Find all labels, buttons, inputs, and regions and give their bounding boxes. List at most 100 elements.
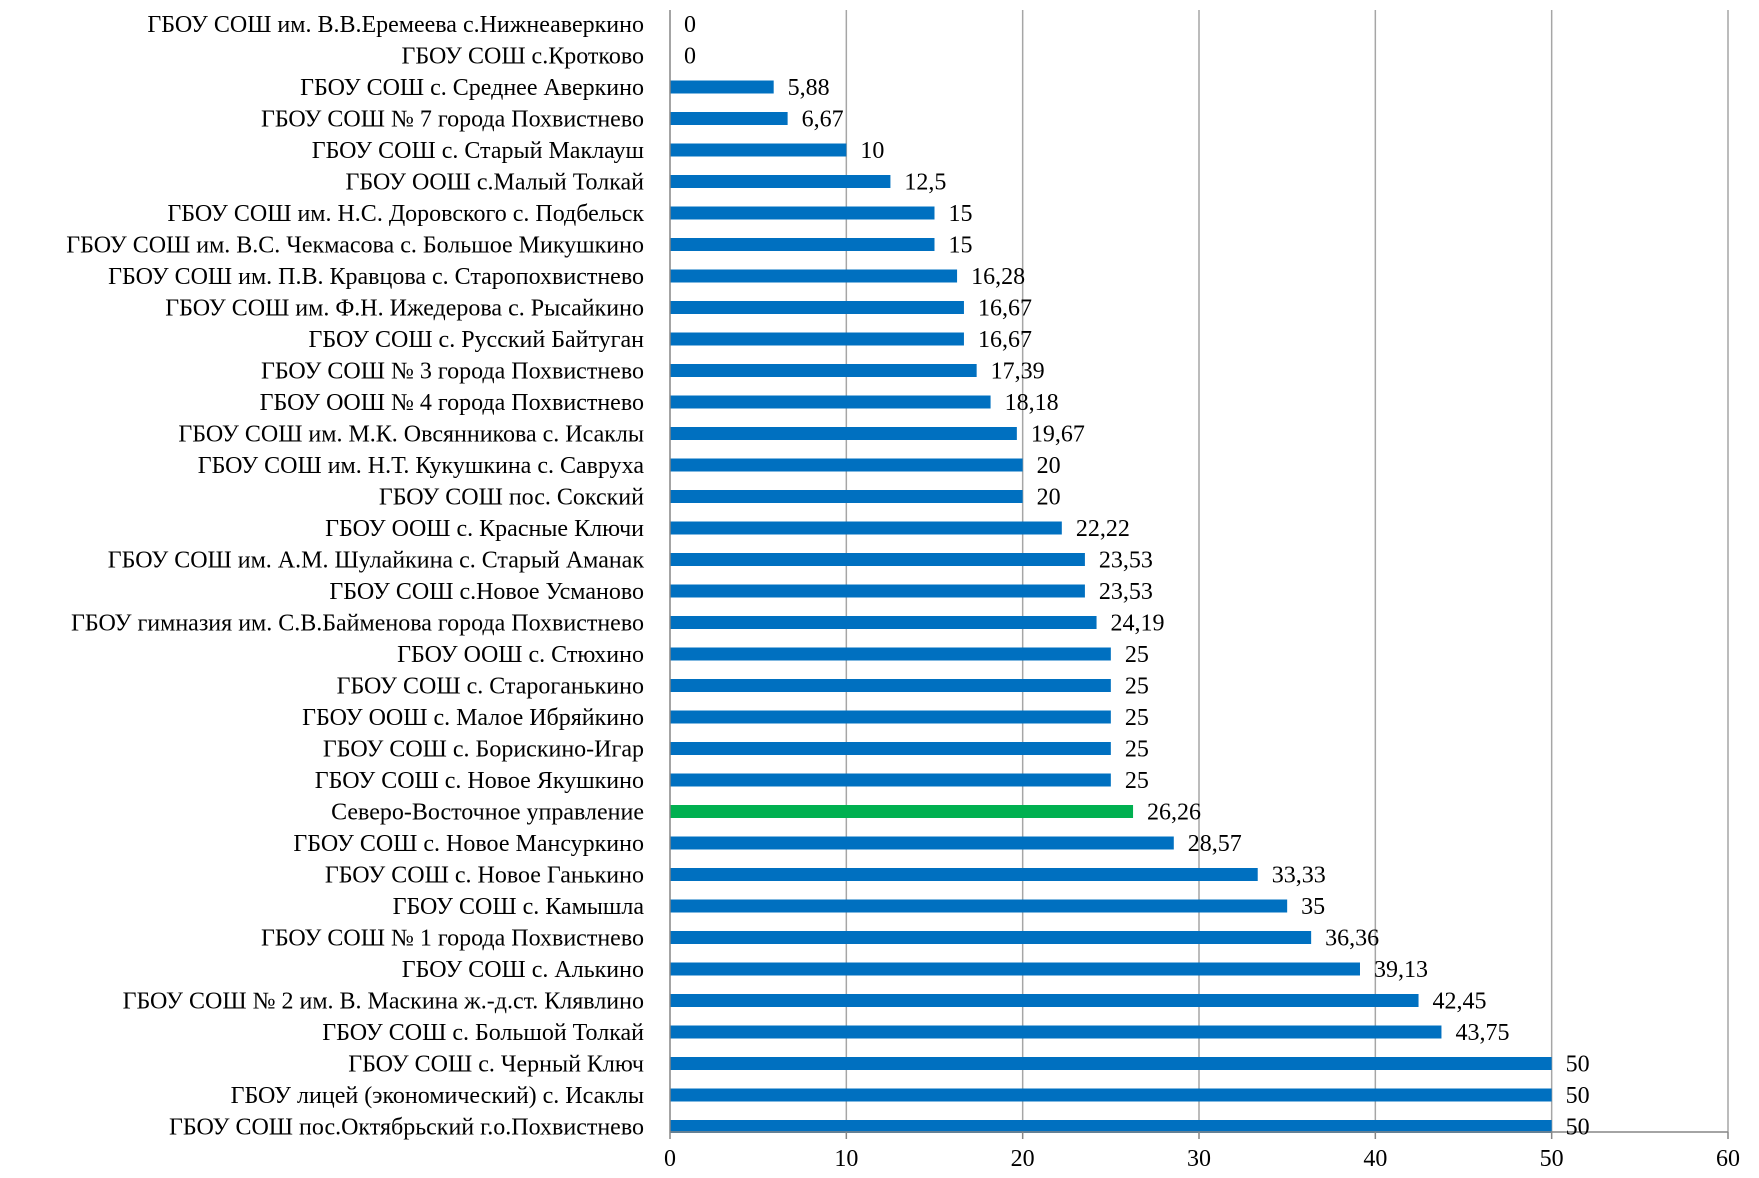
bar-highlight [670, 805, 1134, 818]
value-label: 0 [684, 44, 696, 70]
category-label: ГБОУ СОШ им. М.К. Овсянникова с. Исаклы [178, 422, 644, 448]
bar [670, 931, 1312, 944]
bar [670, 868, 1258, 881]
bar [670, 490, 1023, 503]
category-label: ГБОУ гимназия им. С.В.Байменова города П… [71, 611, 644, 637]
value-label: 20 [1037, 453, 1061, 479]
bar [670, 584, 1085, 598]
category-label: ГБОУ СОШ им. В.В.Еремеева с.Нижнеаверкин… [147, 12, 644, 38]
x-tick-label: 20 [1011, 1146, 1035, 1172]
category-label: ГБОУ СОШ с. Староганькино [337, 674, 644, 700]
category-label: ГБОУ СОШ с. Большой Толкай [322, 1020, 644, 1046]
category-label: ГБОУ СОШ с. Алькино [402, 957, 644, 983]
category-label: ГБОУ СОШ им. А.М. Шулайкина с. Старый Ам… [108, 548, 645, 574]
category-label: ГБОУ ООШ с. Красные Ключи [325, 516, 644, 542]
value-label: 25 [1125, 674, 1149, 700]
value-label: 18,18 [1005, 390, 1059, 416]
value-label: 12,5 [904, 170, 946, 196]
value-label: 10 [860, 138, 884, 164]
bar [670, 742, 1111, 755]
category-label: ГБОУ СОШ с. Новое Якушкино [315, 768, 644, 794]
bar [670, 1025, 1442, 1039]
value-label: 19,67 [1031, 422, 1085, 448]
bar [670, 301, 964, 314]
category-label: ГБОУ СОШ № 3 города Похвистнево [261, 359, 644, 385]
value-label: 23,53 [1099, 579, 1153, 605]
grid-layer [845, 10, 1729, 1132]
category-label: ГБОУ СОШ с.Новое Усманово [329, 579, 644, 605]
bar [670, 1088, 1552, 1102]
category-label: ГБОУ СОШ с. Новое Ганькино [325, 863, 644, 889]
bar [670, 395, 991, 409]
value-label: 25 [1125, 737, 1149, 763]
value-label: 36,36 [1325, 926, 1379, 952]
value-label: 6,67 [802, 107, 844, 133]
category-label: ГБОУ СОШ № 1 города Похвистнево [261, 926, 644, 952]
bar [670, 994, 1419, 1007]
bar-layer [670, 80, 1552, 1133]
bar [670, 458, 1023, 472]
category-label: ГБОУ ООШ № 4 города Похвистнево [260, 390, 644, 416]
value-label: 42,45 [1433, 989, 1487, 1015]
bar [670, 899, 1288, 913]
value-label: 15 [949, 233, 973, 259]
bar [670, 1120, 1552, 1133]
category-label: ГБОУ ООШ с.Малый Толкай [346, 170, 645, 196]
category-label: Северо-Восточное управление [331, 800, 644, 826]
bar [670, 269, 958, 283]
value-label: 50 [1566, 1083, 1590, 1109]
x-tick-label: 0 [664, 1146, 676, 1172]
category-label: ГБОУ СОШ с. Старый Маклауш [312, 138, 645, 164]
bar [670, 80, 774, 94]
label-layer: 0 10 20 30 40 50 60 ГБОУ СОШ им. В.В.Еремеева с… [66, 12, 1740, 1172]
category-label: ГБОУ СОШ с. Среднее Аверкино [300, 75, 644, 101]
value-label: 25 [1125, 705, 1149, 731]
bar [670, 112, 788, 125]
value-label: 24,19 [1111, 611, 1165, 637]
bar [670, 553, 1085, 566]
value-label: 23,53 [1099, 548, 1153, 574]
value-label: 35 [1301, 894, 1325, 920]
category-label: ГБОУ СОШ им. П.В. Кравцова с. Старопохви… [108, 264, 644, 290]
x-tick-label: 10 [834, 1146, 858, 1172]
bar [670, 962, 1360, 976]
category-label: ГБОУ СОШ им. В.С. Чекмасова с. Большое М… [66, 233, 644, 259]
bar [670, 1057, 1552, 1070]
category-label: ГБОУ СОШ с. Камышла [393, 894, 645, 920]
value-label: 15 [949, 201, 973, 227]
bar [670, 427, 1017, 440]
category-label: ГБОУ СОШ пос.Октябрьский г.о.Похвистнево [169, 1115, 644, 1141]
value-label: 43,75 [1455, 1020, 1509, 1046]
x-tick-label: 60 [1716, 1146, 1740, 1172]
value-label: 39,13 [1374, 957, 1428, 983]
bar [670, 647, 1111, 661]
bar [670, 332, 964, 346]
category-label: ГБОУ СОШ с.Кротково [402, 44, 644, 70]
value-label: 16,67 [978, 327, 1032, 353]
bar [670, 175, 891, 188]
category-label: ГБОУ СОШ им. Н.С. Доровского с. Подбельс… [167, 201, 644, 227]
x-tick-label: 50 [1540, 1146, 1564, 1172]
category-label: ГБОУ СОШ № 7 города Похвистнево [261, 107, 644, 133]
x-tick-label: 30 [1187, 1146, 1211, 1172]
category-label: ГБОУ СОШ № 2 им. В. Маскина ж.-д.ст. Кля… [123, 989, 644, 1015]
bar [670, 238, 935, 251]
value-label: 25 [1125, 642, 1149, 668]
value-label: 16,67 [978, 296, 1032, 322]
value-label: 50 [1566, 1052, 1590, 1078]
category-label: ГБОУ СОШ с. Борискино-Игар [323, 737, 644, 763]
bar [670, 616, 1097, 629]
category-label: ГБОУ СОШ пос. Сокский [379, 485, 644, 511]
axis-layer [669, 10, 1729, 1139]
x-tick-label: 40 [1363, 1146, 1387, 1172]
category-label: ГБОУ СОШ им. Н.Т. Кукушкина с. Савруха [198, 453, 645, 479]
value-label: 25 [1125, 768, 1149, 794]
category-label: ГБОУ СОШ с. Новое Мансуркино [293, 831, 644, 857]
category-label: ГБОУ СОШ с. Черный Ключ [348, 1052, 644, 1078]
value-label: 28,57 [1188, 831, 1242, 857]
value-label: 26,26 [1147, 800, 1201, 826]
bar [670, 679, 1111, 692]
value-label: 22,22 [1076, 516, 1130, 542]
